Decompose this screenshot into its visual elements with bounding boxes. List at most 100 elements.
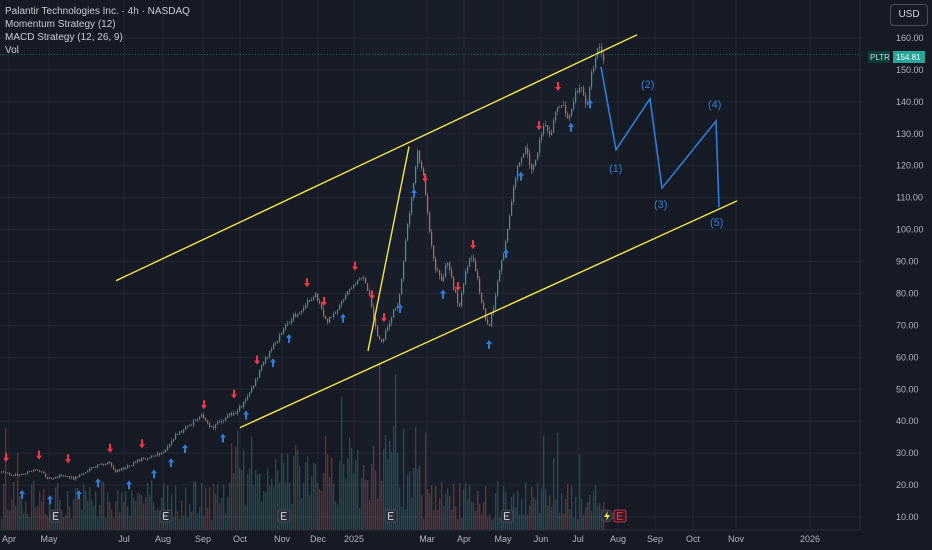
channel-lower-line[interactable] — [239, 200, 738, 429]
candle-body — [57, 476, 59, 478]
candle-body — [117, 469, 119, 473]
candle-body — [205, 418, 207, 421]
buy-signal-arrow — [47, 495, 53, 505]
price-axis[interactable]: 10.00 20.00 30.00 40.00 50.00 60.00 70.00 80.00… — [896, 33, 924, 522]
candle-body — [429, 212, 431, 232]
sell-signal-arrow — [201, 400, 207, 410]
candle-body — [201, 414, 203, 417]
candle-body — [219, 421, 221, 423]
candle-body — [309, 300, 311, 302]
volume-bar — [261, 501, 263, 530]
candle-body — [573, 101, 575, 110]
volume-bar — [5, 428, 7, 530]
candle-body — [583, 87, 585, 96]
sell-signal-arrow — [231, 389, 237, 399]
channel-upper-line[interactable] — [115, 34, 638, 282]
volume-bar — [73, 499, 75, 530]
buy-signal-arrow — [397, 303, 403, 313]
volume-bar — [519, 514, 521, 530]
drawing-overlays[interactable]: (1) (2) (3) (4) (5) — [0, 34, 860, 429]
volume-bar — [195, 480, 197, 530]
candle-body — [567, 113, 569, 119]
impulse-trend-line[interactable] — [367, 146, 410, 352]
volume-bar — [37, 505, 39, 530]
buy-signal-arrow — [151, 469, 157, 479]
volume-bar — [455, 506, 457, 530]
volume-bar — [403, 428, 405, 530]
volume-bar — [479, 504, 481, 530]
candle-body — [153, 455, 155, 457]
volume-bar — [529, 505, 531, 530]
candle-body — [27, 471, 29, 475]
candle-body — [551, 132, 553, 136]
candle-body — [131, 465, 133, 466]
volume-bar — [397, 452, 399, 530]
candle-body — [31, 471, 33, 472]
legend-title[interactable]: Palantir Technologies Inc. · 4h · NASDAQ — [5, 6, 190, 17]
wave-label: (2) — [641, 79, 654, 91]
legend-indicator[interactable]: Momentum Strategy (12) — [5, 19, 116, 30]
legend-indicator[interactable]: Vol — [5, 45, 19, 56]
volume-bar — [199, 507, 201, 530]
candle-body — [521, 157, 523, 163]
candle-body — [65, 475, 67, 477]
volume-bar — [425, 432, 427, 530]
volume-bar — [361, 478, 363, 530]
candle-body — [55, 476, 57, 479]
volume-bar — [399, 487, 401, 530]
volume-bar — [67, 491, 69, 530]
volume-bar — [367, 480, 369, 530]
volume-bar — [325, 436, 327, 530]
price-tick-label: 140.00 — [896, 97, 924, 107]
volume-bar — [303, 482, 305, 530]
candle-body — [265, 357, 267, 363]
volume-bar — [545, 488, 547, 530]
candle-body — [579, 87, 581, 93]
candle-body — [221, 421, 223, 423]
buy-signal-arrow — [587, 99, 593, 109]
candle-body — [39, 470, 41, 472]
wave-label: (3) — [654, 199, 667, 211]
time-tick-label: Apr — [457, 534, 471, 544]
volume-bar — [389, 441, 391, 530]
volume-bar — [71, 518, 73, 530]
candle-body — [591, 71, 593, 87]
candle-body — [431, 231, 433, 246]
candle-body — [53, 478, 55, 480]
volume-bar — [153, 502, 155, 530]
candle-body — [487, 319, 489, 325]
time-tick-label: Oct — [686, 534, 701, 544]
time-tick-label: Sep — [647, 534, 663, 544]
candle-body — [533, 165, 535, 170]
candle-body — [199, 416, 201, 420]
volume-bar — [375, 470, 377, 530]
candle-body — [79, 474, 81, 477]
candle-body — [403, 261, 405, 280]
volume-bar — [599, 502, 601, 530]
volume-bar — [109, 501, 111, 530]
volume-bar — [333, 483, 335, 530]
candle-body — [365, 278, 367, 284]
candle-body — [399, 294, 401, 306]
candle-body — [505, 241, 507, 255]
time-axis[interactable]: Apr May Jul Aug Sep Oct Nov Dec 2025 Mar Apr May Jun… — [2, 534, 820, 544]
elliott-wave-projection[interactable] — [600, 66, 720, 208]
candle-body — [303, 307, 305, 311]
candle-body — [493, 308, 495, 314]
legend-indicator[interactable]: MACD Strategy (12, 26, 9) — [5, 32, 123, 43]
volume-bar — [459, 482, 461, 530]
volume-bar — [285, 482, 287, 530]
volume-bar — [349, 437, 351, 530]
candle-body — [387, 327, 389, 331]
volume-bar — [345, 478, 347, 530]
volume-bar — [503, 485, 505, 530]
candle-body — [209, 423, 211, 427]
candle-body — [203, 414, 205, 419]
volume-bar — [257, 474, 259, 530]
currency-button[interactable]: USD — [890, 4, 928, 26]
volume-bar — [515, 507, 517, 530]
volume-bar — [527, 514, 529, 530]
volume-bar — [215, 494, 217, 530]
volume-bar — [323, 472, 325, 530]
